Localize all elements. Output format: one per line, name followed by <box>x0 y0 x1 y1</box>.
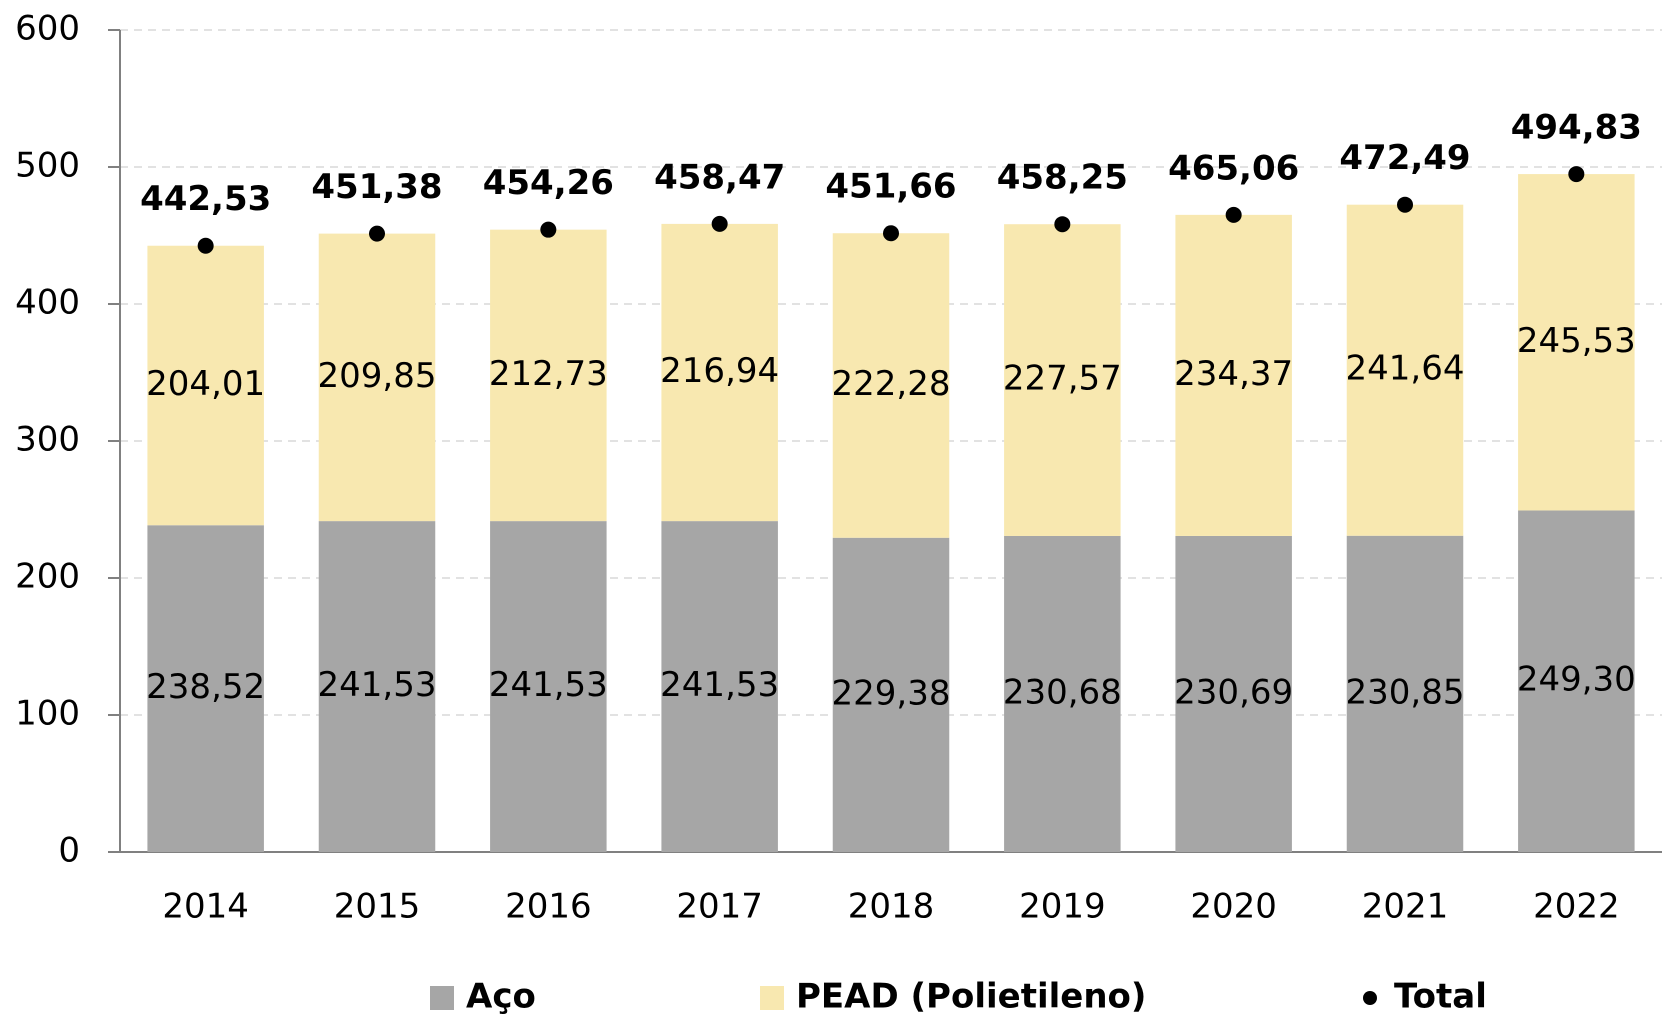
value-label: 204,01 <box>146 364 265 404</box>
legend-swatch <box>760 986 784 1010</box>
total-label: 472,49 <box>1339 138 1470 178</box>
total-dot <box>711 215 728 232</box>
bar-segment <box>1175 214 1292 536</box>
total-dot <box>540 221 557 238</box>
value-label: 212,73 <box>489 354 608 394</box>
value-label: 249,30 <box>1517 660 1636 700</box>
bar-segment <box>490 521 607 852</box>
total-dot <box>1225 206 1242 223</box>
x-tick-label: 2021 <box>1362 887 1449 927</box>
total-label: 454,26 <box>483 163 614 203</box>
total-dot <box>1568 166 1585 183</box>
total-label: 451,38 <box>311 167 442 207</box>
x-tick-label: 2020 <box>1190 887 1277 927</box>
value-label: 241,53 <box>660 665 779 705</box>
y-tick-label: 600 <box>15 9 80 49</box>
legend-swatch <box>430 986 454 1010</box>
bar-segment <box>147 525 264 852</box>
total-dot <box>1054 216 1071 233</box>
bar-segment <box>1518 174 1635 511</box>
total-dot <box>1397 196 1413 213</box>
x-tick-label: 2015 <box>334 887 421 927</box>
total-dot <box>369 225 385 242</box>
bar-segment <box>147 245 264 526</box>
bar-segment <box>318 521 436 852</box>
value-label: 230,68 <box>1003 672 1122 712</box>
legend-label: Total <box>1394 977 1487 1016</box>
value-label: 227,57 <box>1003 359 1122 399</box>
bar-segment <box>1004 535 1121 852</box>
legend-label: Aço <box>466 977 536 1016</box>
bar-segment <box>1518 510 1635 852</box>
bar-segment <box>1175 535 1292 852</box>
value-label: 222,28 <box>832 364 951 404</box>
legend-swatch <box>1363 991 1377 1005</box>
bar-segment <box>318 233 436 522</box>
legend-label: PEAD (Polietileno) <box>796 977 1146 1016</box>
total-label: 451,66 <box>825 167 956 207</box>
value-label: 245,53 <box>1517 321 1636 361</box>
value-label: 241,64 <box>1346 349 1465 389</box>
y-tick-label: 300 <box>15 420 80 460</box>
value-label: 241,53 <box>489 665 608 705</box>
total-dot <box>197 237 214 254</box>
value-label: 241,53 <box>318 665 437 705</box>
value-label: 209,85 <box>318 356 437 396</box>
bar-segment <box>1346 535 1464 852</box>
total-dot <box>883 225 899 242</box>
y-tick-label: 100 <box>15 694 80 734</box>
total-label: 442,53 <box>140 179 271 219</box>
total-label: 458,25 <box>997 158 1128 198</box>
x-tick-label: 2017 <box>676 887 763 927</box>
y-tick-label: 0 <box>58 831 80 871</box>
x-tick-label: 2016 <box>505 887 592 927</box>
total-label: 458,47 <box>654 157 785 197</box>
total-label: 465,06 <box>1168 148 1299 188</box>
value-label: 238,52 <box>146 667 265 707</box>
y-tick-label: 500 <box>15 146 80 186</box>
x-tick-label: 2014 <box>162 887 249 927</box>
x-tick-label: 2018 <box>848 887 935 927</box>
value-label: 234,37 <box>1174 354 1293 394</box>
bar-segment <box>661 521 778 852</box>
value-label: 230,85 <box>1346 672 1465 712</box>
bar-segment <box>832 537 950 852</box>
bar-segment <box>1004 224 1121 536</box>
value-label: 230,69 <box>1174 672 1293 712</box>
bar-segment <box>832 233 950 538</box>
bar-segment <box>1346 204 1464 536</box>
x-tick-label: 2019 <box>1019 887 1106 927</box>
y-tick-label: 200 <box>15 557 80 597</box>
bar-segment <box>490 229 607 522</box>
y-tick-label: 400 <box>15 283 80 323</box>
x-tick-label: 2022 <box>1533 887 1620 927</box>
value-label: 216,94 <box>660 351 779 391</box>
bar-segment <box>661 223 778 522</box>
total-label: 494,83 <box>1511 108 1642 148</box>
value-label: 229,38 <box>832 673 951 713</box>
